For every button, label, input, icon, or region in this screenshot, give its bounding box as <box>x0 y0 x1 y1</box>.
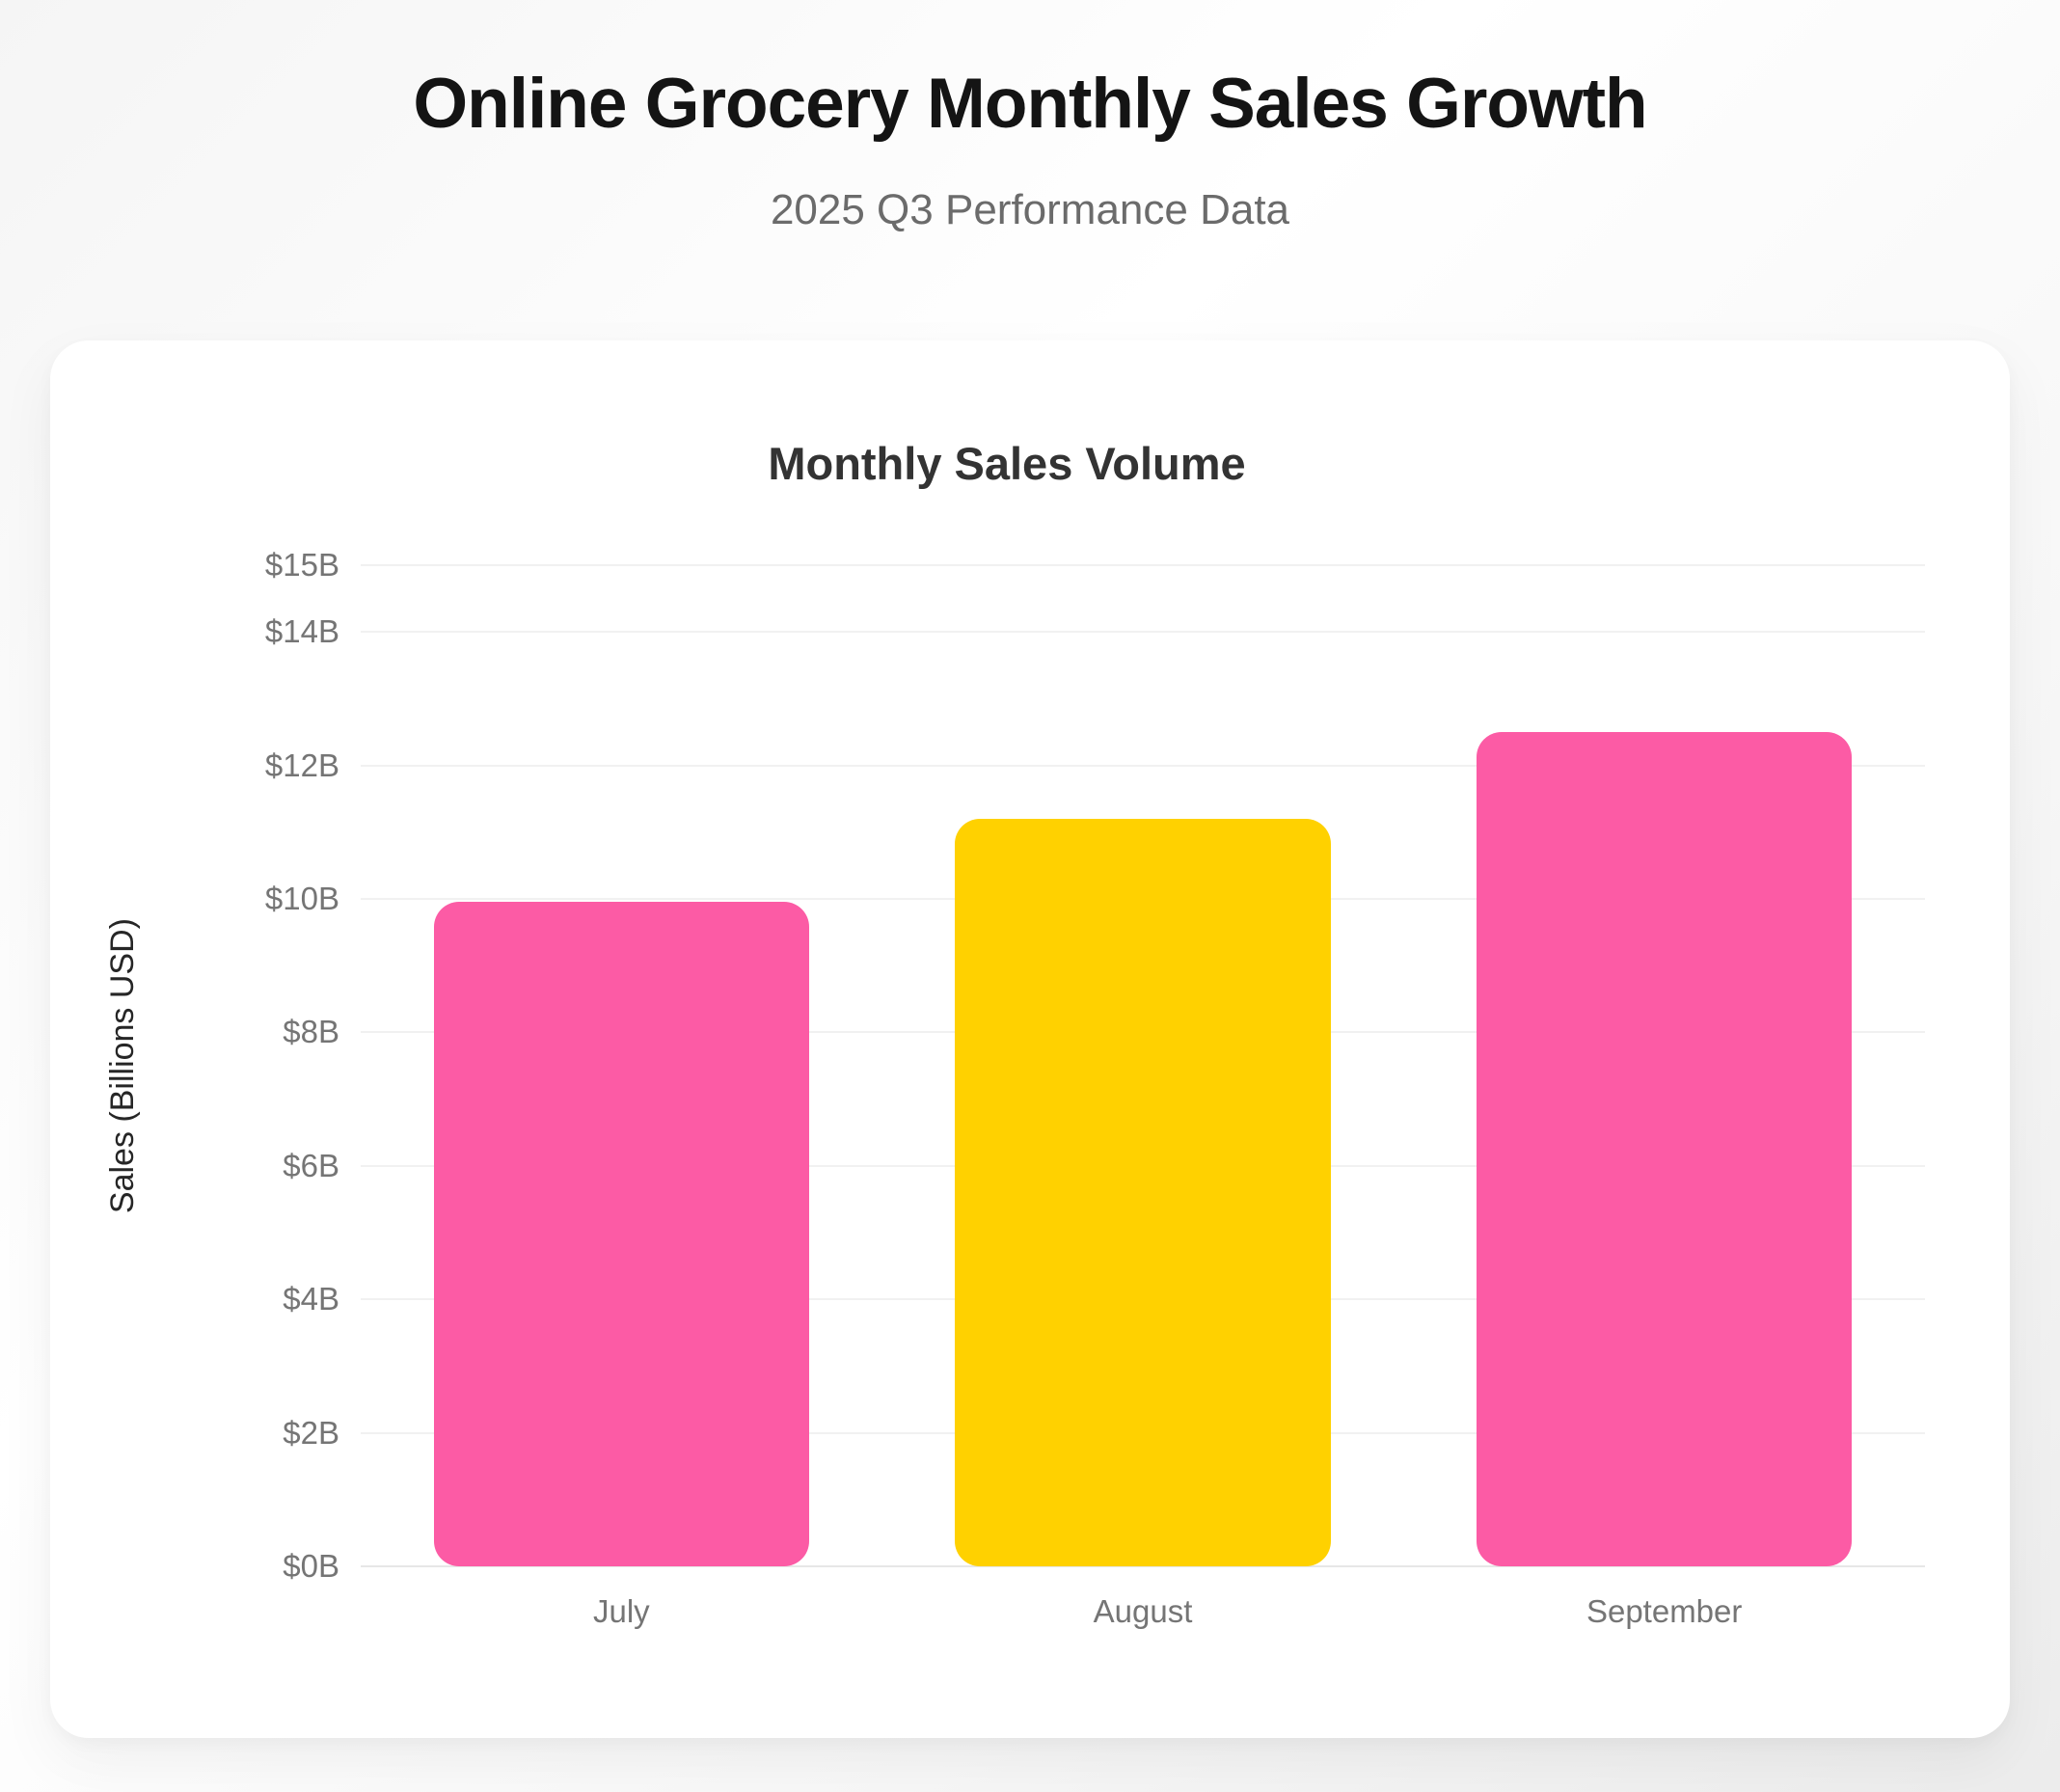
x-tick-label-august: August <box>1093 1593 1193 1629</box>
gridline-14 <box>361 631 1925 634</box>
bar-august[interactable] <box>955 818 1331 1566</box>
y-axis-title: Sales (Billions USD) <box>103 917 141 1214</box>
bar-chart: Sales (Billions USD) $0B $2B $4B $6B $8B $10B… <box>89 549 1925 1630</box>
bar-july[interactable] <box>433 902 809 1566</box>
bar-september[interactable] <box>1477 732 1853 1566</box>
bar-slot-july <box>361 565 882 1566</box>
gridline-0 <box>361 1565 1925 1567</box>
y-axis-ticks: $0B $2B $4B $6B $8B $10B $12B $14B $15B <box>156 549 361 1583</box>
x-tick-label-july: July <box>592 1593 650 1629</box>
y-tick-label-0: $0B <box>283 1548 339 1584</box>
y-tick-label-10: $10B <box>264 881 339 917</box>
page-subtitle: 2025 Q3 Performance Data <box>770 186 1290 233</box>
y-tick-label-2: $2B <box>283 1414 339 1451</box>
page-title: Online Grocery Monthly Sales Growth <box>413 65 1647 143</box>
bar-slot-september <box>1403 565 1925 1566</box>
bar-slot-august <box>882 565 1404 1566</box>
y-tick-label-15: $15B <box>264 547 339 583</box>
plot-area <box>361 564 1925 1567</box>
y-tick-label-12: $12B <box>264 747 339 783</box>
y-tick-label-4: $4B <box>283 1281 339 1317</box>
gridline-12 <box>361 764 1925 767</box>
bars-row <box>361 565 1925 1566</box>
y-axis-title-box: Sales (Billions USD) <box>89 565 156 1566</box>
page-header: Online Grocery Monthly Sales Growth 2025… <box>0 0 2060 234</box>
y-tick-label-8: $8B <box>283 1014 339 1050</box>
chart-card: Monthly Sales Volume Sales (Billions USD… <box>50 340 2010 1738</box>
y-tick-label-6: $6B <box>283 1147 339 1183</box>
chart-title: Monthly Sales Volume <box>768 438 1246 489</box>
gridline-15 <box>361 564 1925 566</box>
x-tick-label-september: September <box>1586 1593 1743 1629</box>
y-tick-label-14: $14B <box>264 613 339 650</box>
x-axis-labels: July August September <box>361 1593 1925 1630</box>
